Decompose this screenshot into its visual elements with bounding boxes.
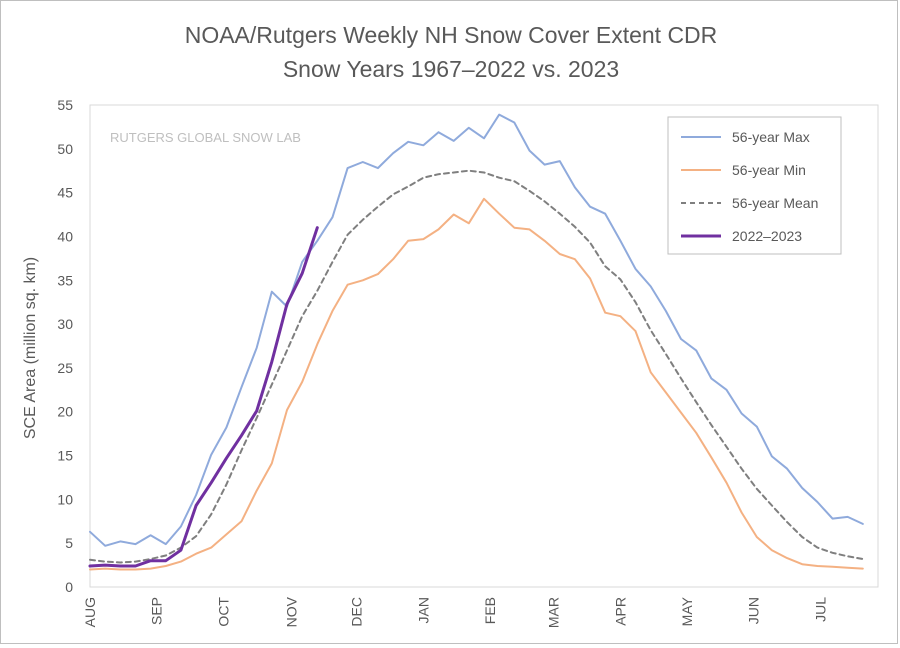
y-tick-label: 20 (57, 404, 73, 420)
legend-label: 56-year Max (732, 129, 810, 145)
x-tick-label: DEC (349, 597, 365, 627)
chart-title-line-1: NOAA/Rutgers Weekly NH Snow Cover Extent… (185, 22, 718, 48)
x-tick-label: JUL (812, 597, 828, 622)
series-line-56-year-max (89, 113, 864, 547)
x-tick-label: FEB (482, 597, 498, 624)
watermark-label: RUTGERS GLOBAL SNOW LAB (110, 130, 301, 145)
x-tick-label: JUN (746, 597, 762, 624)
y-tick-label: 30 (57, 316, 73, 332)
legend-label: 56-year Min (732, 162, 806, 178)
x-tick-label: OCT (215, 597, 231, 627)
axes-layer: 0 5 10 15 20 25 30 35 40 45 50 55 AUG SEP OCT NOV DEC JAN… (57, 97, 828, 628)
plot-area-border (89, 104, 879, 588)
x-tick-label: JAN (415, 597, 431, 623)
y-tick-label: 5 (65, 535, 73, 551)
series-line-56-year-min (89, 197, 864, 571)
series-line-56-year-mean (89, 169, 864, 564)
y-tick-label: 55 (57, 97, 73, 113)
y-tick-label: 10 (57, 491, 73, 507)
y-tick-label: 35 (57, 272, 73, 288)
legend-label: 2022–2023 (732, 228, 802, 244)
chart-title-line-2: Snow Years 1967–2022 vs. 2023 (283, 56, 619, 82)
y-tick-label: 15 (57, 448, 73, 464)
x-tick-label: NOV (284, 596, 300, 627)
y-axis-label: SCE Area (million sq. km) (22, 257, 39, 439)
x-tick-label: APR (612, 597, 628, 626)
legend-label: 56-year Mean (732, 195, 818, 211)
legend-box (667, 116, 842, 255)
series-line-2022-2023 (88, 226, 319, 568)
y-tick-label: 45 (57, 185, 73, 201)
x-tick-label: AUG (82, 597, 98, 627)
x-tick-label: MAY (679, 596, 695, 626)
series-layer (88, 113, 864, 571)
y-tick-label: 40 (57, 228, 73, 244)
x-tick-label: SEP (149, 597, 165, 625)
x-tick-label: MAR (546, 597, 562, 628)
y-tick-label: 0 (65, 579, 73, 595)
y-tick-label: 25 (57, 360, 73, 376)
legend: 56-year Max 56-year Min 56-year Mean 2022–2… (667, 116, 842, 255)
y-tick-label: 50 (57, 141, 73, 157)
